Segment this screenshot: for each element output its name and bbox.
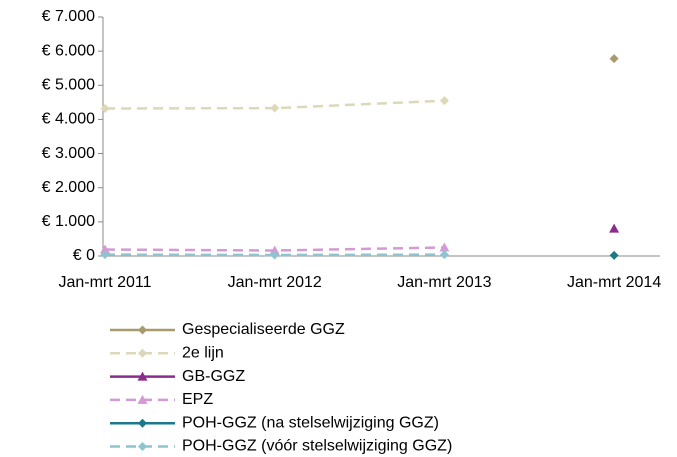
data-point [270, 250, 280, 260]
x-tick-label: Jan-mrt 2014 [567, 274, 661, 291]
y-tick-label: € 2.000 [42, 179, 95, 196]
y-tick-label: € 0 [73, 247, 95, 264]
y-tick-label: € 1.000 [42, 213, 95, 230]
data-point [439, 250, 449, 260]
legend-marker [137, 394, 148, 404]
data-point [609, 250, 619, 260]
y-tick-label: € 7.000 [42, 8, 95, 25]
legend-label: GB-GGZ [182, 368, 245, 385]
y-tick-label: € 6.000 [42, 42, 95, 59]
legend-marker [138, 442, 147, 451]
data-point [269, 245, 280, 255]
legend-marker [138, 325, 147, 335]
x-tick-label: Jan-mrt 2011 [58, 274, 151, 291]
legend-marker [138, 348, 147, 358]
y-tick-label: € 4.000 [42, 111, 95, 128]
data-point [609, 54, 619, 64]
data-point [100, 244, 110, 254]
x-tick-label: Jan-mrt 2013 [397, 274, 491, 291]
legend-label: POH-GGZ (vóór stelselwijziging GGZ) [182, 438, 452, 455]
data-point [439, 242, 450, 252]
data-point [609, 223, 620, 233]
legend-label: EPZ [182, 391, 213, 408]
legend-label: Gespecialiseerde GGZ [182, 321, 345, 338]
x-tick-label: Jan-mrt 2012 [228, 274, 322, 291]
data-point [100, 104, 110, 114]
legend-marker [137, 371, 148, 381]
legend-label: 2e lijn [182, 345, 224, 362]
data-point [439, 96, 449, 106]
data-point [100, 250, 110, 260]
data-point [270, 103, 280, 113]
y-tick-label: € 3.000 [42, 145, 95, 162]
y-tick-label: € 5.000 [42, 77, 95, 94]
legend-marker [138, 418, 147, 428]
legend-label: POH-GGZ (na stelselwijziging GGZ) [182, 414, 439, 431]
